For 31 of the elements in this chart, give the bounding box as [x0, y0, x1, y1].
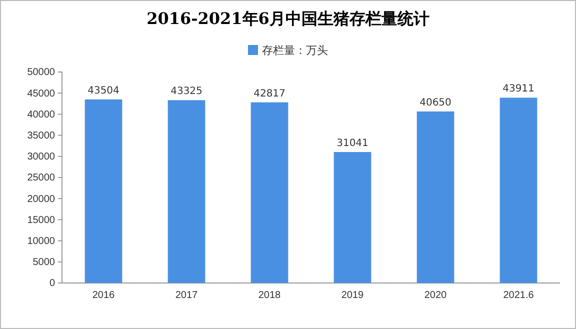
data-label: 40650 [420, 97, 452, 108]
data-label: 43325 [170, 86, 202, 98]
y-tick-label: 40000 [27, 109, 56, 120]
data-label: 31041 [336, 138, 368, 150]
chart-title: 2016-2021年6月中国生猪存栏量统计 [146, 9, 430, 28]
y-tick-label: 15000 [27, 214, 56, 226]
legend-label: 存栏量：万头 [262, 44, 328, 57]
bar [500, 98, 538, 283]
x-tick-label: 2018 [258, 290, 282, 302]
bar [168, 100, 206, 283]
data-label: 42817 [254, 88, 286, 100]
data-label: 43504 [88, 85, 120, 96]
bar [416, 111, 454, 283]
y-tick-label: 10000 [27, 236, 56, 247]
bar [250, 102, 288, 283]
y-tick-label: 50000 [27, 67, 56, 78]
y-tick-label: 30000 [27, 152, 56, 163]
y-tick-label: 25000 [27, 172, 56, 184]
data-label: 43911 [502, 84, 534, 95]
x-tick-label: 2021.6 [503, 290, 534, 302]
y-tick-label: 5000 [32, 257, 56, 268]
x-tick-label: 2017 [175, 290, 198, 302]
x-tick-label: 2016 [92, 290, 116, 302]
y-tick-label: 45000 [27, 88, 56, 100]
y-tick-label: 20000 [27, 194, 56, 205]
x-tick-label: 2019 [341, 290, 364, 302]
y-tick-label: 0 [49, 278, 56, 290]
x-tick-label: 2020 [424, 290, 448, 302]
bar [84, 99, 122, 283]
y-tick-label: 35000 [27, 130, 56, 142]
bar [334, 152, 372, 283]
